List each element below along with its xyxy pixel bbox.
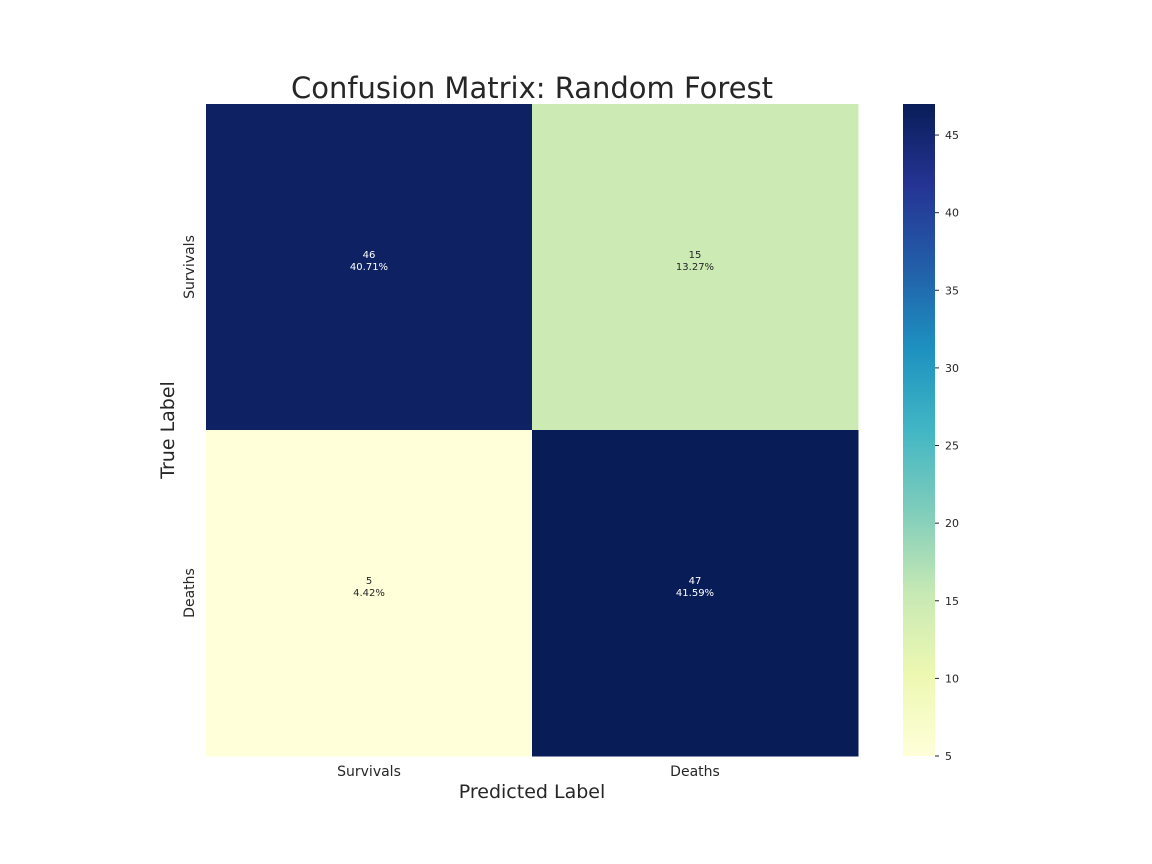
cell-annotation-1-1-line-0: 47 xyxy=(689,576,702,587)
cell-annotation-1-0-line-1: 4.42% xyxy=(353,588,385,599)
colorbar-tick-label-3: 20 xyxy=(945,517,959,530)
colorbar-tick-label-1: 10 xyxy=(945,672,959,685)
cell-annotation-1-1-line-1: 41.59% xyxy=(676,588,714,599)
cell-annotation-0-1-line-1: 13.27% xyxy=(676,262,714,273)
y-tick-label-1: Deaths xyxy=(182,568,198,618)
colorbar-tick-label-0: 5 xyxy=(945,750,952,763)
heatmap-cell-1-0 xyxy=(206,430,533,757)
x-tick-label-1: Deaths xyxy=(670,764,720,780)
x-axis-label: Predicted Label xyxy=(459,781,606,803)
cell-annotation-0-0-line-0: 46 xyxy=(363,250,376,261)
chart-title: Confusion Matrix: Random Forest xyxy=(291,71,773,105)
cell-annotation-0-0-line-1: 40.71% xyxy=(350,262,388,273)
colorbar-tick-label-2: 15 xyxy=(945,595,959,608)
colorbar-tick-label-6: 35 xyxy=(945,284,959,297)
x-tick-labels: Survivals Deaths xyxy=(337,764,720,780)
x-tick-label-0: Survivals xyxy=(337,764,401,780)
colorbar: 5 10 15 20 25 30 35 40 45 xyxy=(903,104,959,763)
colorbar-tick-label-8: 45 xyxy=(945,129,959,142)
colorbar-tick-label-4: 25 xyxy=(945,440,959,453)
heatmap-cell-1-1 xyxy=(532,430,859,757)
cell-annotation-1-0-line-0: 5 xyxy=(366,576,372,587)
heatmap-cell-0-0 xyxy=(206,104,533,431)
colorbar-gradient xyxy=(903,104,935,756)
y-tick-label-0: Survivals xyxy=(182,235,198,299)
heatmap-cell-0-1 xyxy=(532,104,859,431)
cell-annotation-0-1-line-0: 15 xyxy=(689,250,702,261)
colorbar-tick-label-5: 30 xyxy=(945,362,959,375)
y-axis-label: True Label xyxy=(157,381,179,480)
colorbar-tick-label-7: 40 xyxy=(945,207,959,220)
y-tick-labels: Survivals Deaths xyxy=(182,235,198,618)
